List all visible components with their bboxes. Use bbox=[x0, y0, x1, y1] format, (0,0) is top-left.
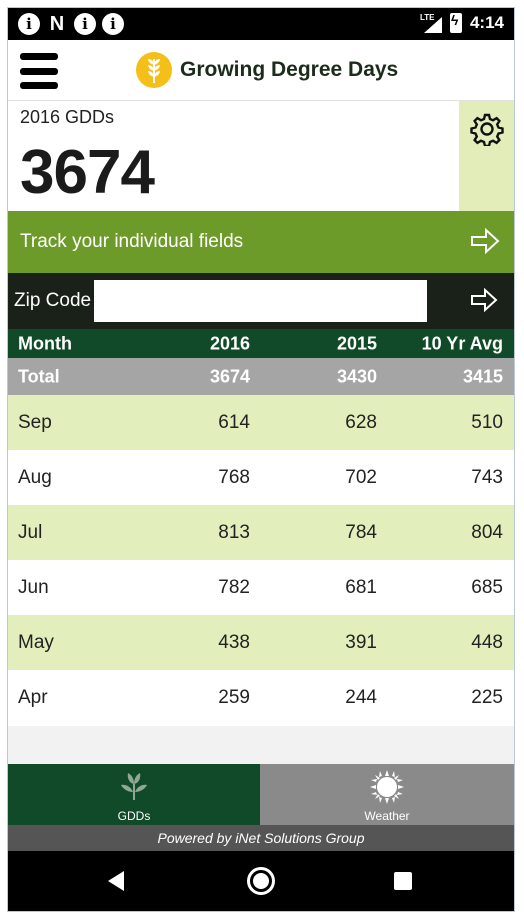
table-cell: 259 bbox=[218, 686, 250, 708]
table-row: Apr 259 244 225 bbox=[8, 670, 514, 725]
settings-button[interactable] bbox=[459, 101, 514, 211]
track-fields-label: Track your individual fields bbox=[20, 231, 244, 252]
table-header: Month 2016 2015 10 Yr Avg bbox=[8, 329, 514, 358]
table-cell: 782 bbox=[218, 576, 250, 598]
back-icon[interactable] bbox=[108, 871, 124, 891]
column-header: 2015 bbox=[336, 333, 377, 353]
gdd-summary: 2016 GDDs 3674 bbox=[8, 101, 459, 211]
tab-gdds[interactable]: GDDs bbox=[8, 764, 260, 825]
tab-weather-label: Weather bbox=[364, 809, 410, 823]
month-cell: Aug bbox=[18, 466, 52, 488]
zip-code-bar: Zip Code bbox=[8, 273, 514, 329]
table-cell: 448 bbox=[471, 631, 503, 653]
battery-icon bbox=[449, 12, 462, 33]
tab-gdds-label: GDDs bbox=[117, 809, 151, 823]
table-cell: 438 bbox=[218, 631, 250, 653]
zip-code-label: Zip Code bbox=[14, 290, 92, 311]
table-row: Sep 614 628 510 bbox=[8, 395, 514, 450]
table-row: Aug 768 702 743 bbox=[8, 450, 514, 505]
signal-icon: LTE bbox=[420, 13, 442, 33]
table-cell: 244 bbox=[345, 686, 377, 708]
sun-icon bbox=[370, 770, 404, 804]
clock: 4:14 bbox=[469, 13, 504, 32]
tab-weather[interactable]: Weather bbox=[260, 764, 514, 825]
n-icon: N bbox=[49, 12, 65, 35]
table-row: May 438 391 448 bbox=[8, 615, 514, 670]
table-cell: 628 bbox=[345, 411, 377, 433]
total-cell: 3415 bbox=[462, 366, 503, 386]
track-fields-button[interactable]: Track your individual fields bbox=[8, 211, 514, 273]
table-cell: 813 bbox=[218, 521, 250, 543]
total-cell: 3430 bbox=[336, 366, 377, 386]
table-cell: 225 bbox=[471, 686, 503, 708]
app-header: Growing Degree Days bbox=[8, 40, 514, 101]
zip-submit-icon[interactable] bbox=[470, 287, 498, 313]
month-cell: May bbox=[18, 631, 54, 653]
summary-value: 3674 bbox=[20, 138, 155, 207]
table-footer-space bbox=[8, 726, 514, 764]
table-cell: 768 bbox=[218, 466, 250, 488]
table-cell: 804 bbox=[471, 521, 503, 543]
info-icon: i bbox=[18, 13, 40, 35]
table-cell: 784 bbox=[345, 521, 377, 543]
app-frame: i N i i LTE 4:14 bbox=[7, 7, 515, 912]
menu-icon bbox=[20, 53, 58, 60]
table-cell: 685 bbox=[471, 576, 503, 598]
table-row: Jun 782 681 685 bbox=[8, 560, 514, 615]
powered-by: Powered by iNet Solutions Group bbox=[8, 825, 514, 851]
month-cell: Apr bbox=[18, 686, 48, 708]
table-cell: 743 bbox=[471, 466, 503, 488]
info-icon: i bbox=[74, 13, 96, 35]
table-cell: 391 bbox=[345, 631, 377, 653]
info-icon: i bbox=[102, 13, 124, 35]
system-navigation-bar bbox=[8, 851, 514, 911]
table-cell: 681 bbox=[345, 576, 377, 598]
column-header: 2016 bbox=[209, 333, 250, 353]
recent-apps-icon[interactable] bbox=[394, 872, 412, 890]
menu-button[interactable] bbox=[20, 53, 58, 89]
total-label: Total bbox=[18, 366, 60, 386]
table-cell: 614 bbox=[218, 411, 250, 433]
month-cell: Jun bbox=[18, 576, 49, 598]
summary-label: 2016 GDDs bbox=[20, 107, 115, 127]
home-icon[interactable] bbox=[247, 867, 275, 895]
gear-icon bbox=[470, 113, 504, 146]
total-cell: 3674 bbox=[209, 366, 250, 386]
table-row: Jul 813 784 804 bbox=[8, 505, 514, 560]
total-row: Total 3674 3430 3415 bbox=[8, 358, 514, 395]
arrow-right-icon bbox=[471, 227, 500, 255]
month-cell: Sep bbox=[18, 411, 52, 433]
zip-code-input[interactable] bbox=[94, 280, 427, 322]
column-header: Month bbox=[18, 333, 72, 353]
app-title: Growing Degree Days bbox=[180, 58, 399, 81]
column-header: 10 Yr Avg bbox=[421, 333, 503, 353]
notification-icons: i N i i bbox=[18, 13, 124, 35]
status-bar: i N i i LTE 4:14 bbox=[8, 8, 514, 40]
table-cell: 510 bbox=[471, 411, 503, 433]
month-cell: Jul bbox=[18, 521, 43, 543]
table-cell: 702 bbox=[345, 466, 377, 488]
brand: Growing Degree Days bbox=[136, 52, 398, 88]
wheat-icon bbox=[136, 52, 172, 88]
plant-icon bbox=[121, 773, 147, 800]
